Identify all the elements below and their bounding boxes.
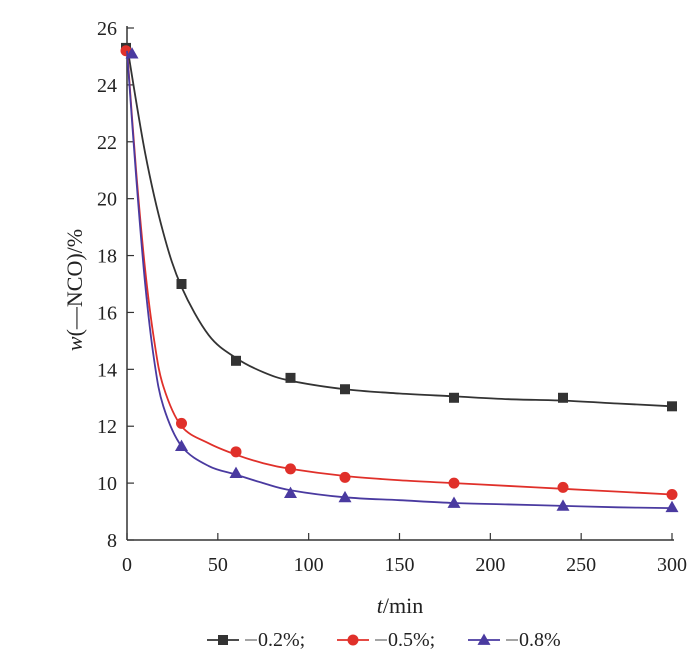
data-point [125, 47, 139, 59]
x-tick-label: 300 [657, 554, 687, 576]
legend-label: 0.2%; [258, 629, 305, 651]
series-square [121, 42, 677, 412]
data-point [339, 471, 351, 483]
data-point [556, 499, 570, 511]
legend-item: 0.2%; [207, 629, 305, 651]
y-axis-unit: (—NCO)/% [62, 229, 87, 337]
legend-marker [218, 635, 228, 645]
series-circle [120, 45, 678, 500]
legend-item: 0.5%; [337, 629, 435, 651]
y-tick-label: 10 [97, 473, 117, 495]
data-point [665, 500, 679, 513]
data-point [557, 481, 569, 493]
legend-label: 0.5%; [388, 629, 435, 651]
data-point [285, 372, 296, 383]
x-tick-label: 100 [294, 554, 324, 576]
data-point [229, 466, 243, 479]
data-point [176, 279, 187, 289]
data-point [285, 463, 296, 475]
series-layer [120, 42, 679, 513]
data-point [284, 486, 297, 498]
x-axis-title: t/min [377, 593, 423, 618]
series-fit-line [126, 50, 673, 510]
data-point [230, 446, 242, 458]
data-point [667, 401, 677, 412]
data-point [448, 477, 460, 489]
data-point [175, 439, 188, 452]
legend-item: 0.8% [468, 629, 561, 651]
y-axis-variable: w [62, 336, 87, 351]
data-point [340, 384, 350, 395]
x-tick-label: 50 [208, 554, 228, 576]
y-tick-label: 22 [97, 132, 117, 154]
data-point [666, 488, 678, 500]
x-tick-label: 0 [122, 554, 132, 576]
data-point [231, 355, 241, 366]
series-fit-line [126, 47, 673, 496]
data-point [447, 496, 461, 508]
legend-marker [347, 634, 359, 646]
y-tick-label: 12 [97, 416, 117, 438]
legend-marker [477, 633, 491, 645]
data-point [449, 392, 459, 403]
y-axis-title: w(—NCO)/% [62, 229, 87, 351]
data-point [338, 490, 352, 503]
y-tick-label: 24 [97, 75, 117, 97]
x-axis-variable: t [377, 593, 384, 618]
x-tick-label: 250 [566, 554, 596, 576]
x-tick-label: 150 [385, 554, 415, 576]
series-fit-line [126, 44, 673, 408]
legend: 0.2%; 0.5%; 0.8% [207, 629, 561, 651]
series-triangle [125, 47, 679, 513]
axes: 0 50 100 150 200 250 300 8 10 12 14 16 18 20 22 24 26 [97, 18, 687, 576]
y-tick-label: 8 [107, 530, 117, 552]
y-tick-label: 14 [97, 359, 117, 381]
x-axis-unit: /min [383, 593, 423, 618]
data-point [176, 417, 187, 429]
y-tick-label: 20 [97, 189, 117, 211]
y-tick-label: 16 [97, 302, 117, 324]
y-tick-label: 26 [97, 18, 117, 40]
legend-label: 0.8% [519, 629, 561, 651]
x-tick-label: 200 [475, 554, 505, 576]
data-point [558, 392, 568, 403]
y-tick-label: 18 [97, 246, 117, 268]
